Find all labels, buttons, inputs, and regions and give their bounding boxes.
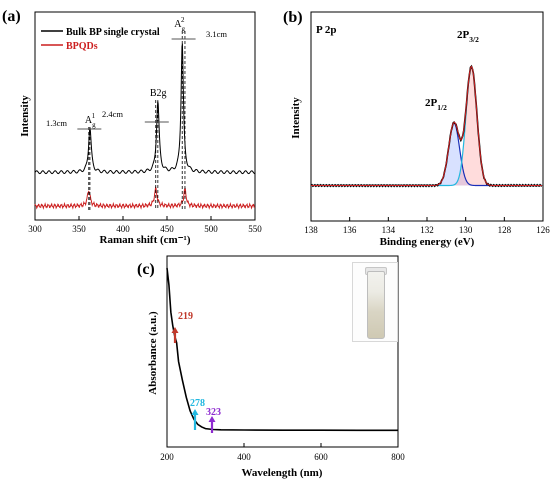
panel-b-xlabel: Binding energy (eV) <box>380 236 475 248</box>
x-tick-label: 134 <box>382 225 396 235</box>
shift-label: 2.4cm <box>102 109 123 119</box>
panel-c-frame <box>166 255 399 448</box>
panel-a-label: (a) <box>2 8 21 25</box>
x-tick-label: 136 <box>343 225 357 235</box>
x-tick-label: 200 <box>160 452 174 462</box>
legend-qd-label: BPQDs <box>66 41 98 52</box>
x-tick-label: 130 <box>459 225 473 235</box>
vial-photo <box>352 262 398 342</box>
panel-a-ylabel: Intensity <box>19 95 31 137</box>
x-tick-label: 300 <box>28 224 42 234</box>
annotation-arrowhead <box>208 416 216 422</box>
shift-label: 1.3cm <box>46 118 67 128</box>
panel-c: (c) Absorbance (a.u.) Wavelength (nm) 20… <box>137 255 405 479</box>
panel-a-frame <box>34 11 256 221</box>
panel-b: (b) P 2p Intensity Binding energy (eV) 1… <box>283 9 550 248</box>
peak-label: 2P3/2 <box>457 29 479 44</box>
x-tick-label: 400 <box>237 452 251 462</box>
x-tick-label: 126 <box>536 225 550 235</box>
x-tick-label: 450 <box>160 224 174 234</box>
x-tick-label: 138 <box>304 225 318 235</box>
x-tick-label: 400 <box>116 224 130 234</box>
panel-b-ylabel: Intensity <box>290 97 302 139</box>
panel-c-label: (c) <box>137 261 155 278</box>
peak-component-line <box>311 122 543 187</box>
x-tick-label: 600 <box>314 452 328 462</box>
panel-c-xlabel: Wavelength (nm) <box>242 467 323 479</box>
x-tick-label: 550 <box>248 224 262 234</box>
peak-label-ag1: Ag1 <box>85 112 96 129</box>
peak-label-b2g: B2g <box>150 88 167 99</box>
legend-bulk-label: Bulk BP single crystal <box>66 27 160 38</box>
series-qd-line <box>34 186 256 210</box>
panel-b-label: (b) <box>283 9 303 26</box>
panel-a-xlabel: Raman shift (cm⁻¹) <box>100 234 191 246</box>
panel-a: (a) Intensity Raman shift (cm⁻¹) Bulk BP… <box>2 8 262 246</box>
panel-b-frame <box>310 11 544 222</box>
peak-component-line <box>311 65 543 187</box>
x-tick-label: 132 <box>420 225 434 235</box>
annotation-label: 323 <box>206 407 221 418</box>
annotation-arrowhead <box>171 327 179 333</box>
x-tick-label: 128 <box>498 225 512 235</box>
shift-label: 3.1cm <box>206 29 227 39</box>
annotation-label: 219 <box>178 311 193 322</box>
annotation-label: 278 <box>190 398 205 409</box>
vial-body <box>367 271 385 339</box>
xps-data-points <box>310 64 543 188</box>
x-tick-label: 350 <box>72 224 86 234</box>
xps-envelope-line <box>311 65 543 186</box>
x-tick-label: 500 <box>204 224 218 234</box>
x-tick-label: 800 <box>391 452 405 462</box>
series-bulk-line <box>34 43 256 175</box>
peak-fill <box>311 123 543 186</box>
panel-c-ylabel: Absorbance (a.u.) <box>147 311 159 395</box>
annotation-arrowhead <box>191 409 199 415</box>
panel-b-title: P 2p <box>316 24 336 36</box>
peak-fill <box>311 66 543 186</box>
peak-label-ag2: Ag2 <box>174 16 185 33</box>
peak-label: 2P1/2 <box>425 97 447 112</box>
